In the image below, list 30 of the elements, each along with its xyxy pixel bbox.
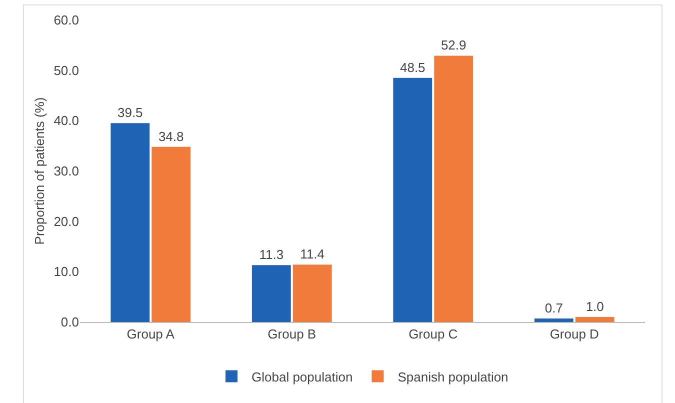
data-label: 11.3 xyxy=(259,247,284,262)
y-tick-label: 30.0 xyxy=(54,164,79,179)
bar xyxy=(110,123,150,322)
bar xyxy=(152,146,191,322)
bar xyxy=(575,316,614,322)
data-label: 52.9 xyxy=(440,38,466,53)
legend-label: Spanish population xyxy=(398,369,508,384)
data-label: 11.4 xyxy=(300,246,325,262)
y-tick-label: 0.0 xyxy=(60,314,79,330)
x-tick-label: Group B xyxy=(268,326,316,342)
bar xyxy=(252,265,291,322)
data-label: 34.8 xyxy=(158,128,184,144)
bar xyxy=(534,318,574,322)
bar xyxy=(393,78,432,322)
x-tick-label: Group C xyxy=(408,326,458,342)
data-label: 39.5 xyxy=(117,105,143,120)
y-tick-label: 50.0 xyxy=(54,62,79,78)
y-tick-label: 20.0 xyxy=(54,214,79,229)
x-tick-label: Group A xyxy=(126,326,175,342)
y-tick-label: 10.0 xyxy=(54,264,79,280)
x-tick-label: Group D xyxy=(550,326,599,342)
y-tick-label: 40.0 xyxy=(54,113,79,128)
legend-label: Global population xyxy=(252,369,353,384)
y-tick-label: 60.0 xyxy=(54,12,79,28)
data-label: 48.5 xyxy=(400,60,426,75)
bar xyxy=(292,264,332,322)
data-label: 1.0 xyxy=(586,298,604,314)
data-label: 0.7 xyxy=(544,300,563,316)
y-axis-title: Proportion of patients (%) xyxy=(32,97,47,245)
bar xyxy=(434,56,474,322)
